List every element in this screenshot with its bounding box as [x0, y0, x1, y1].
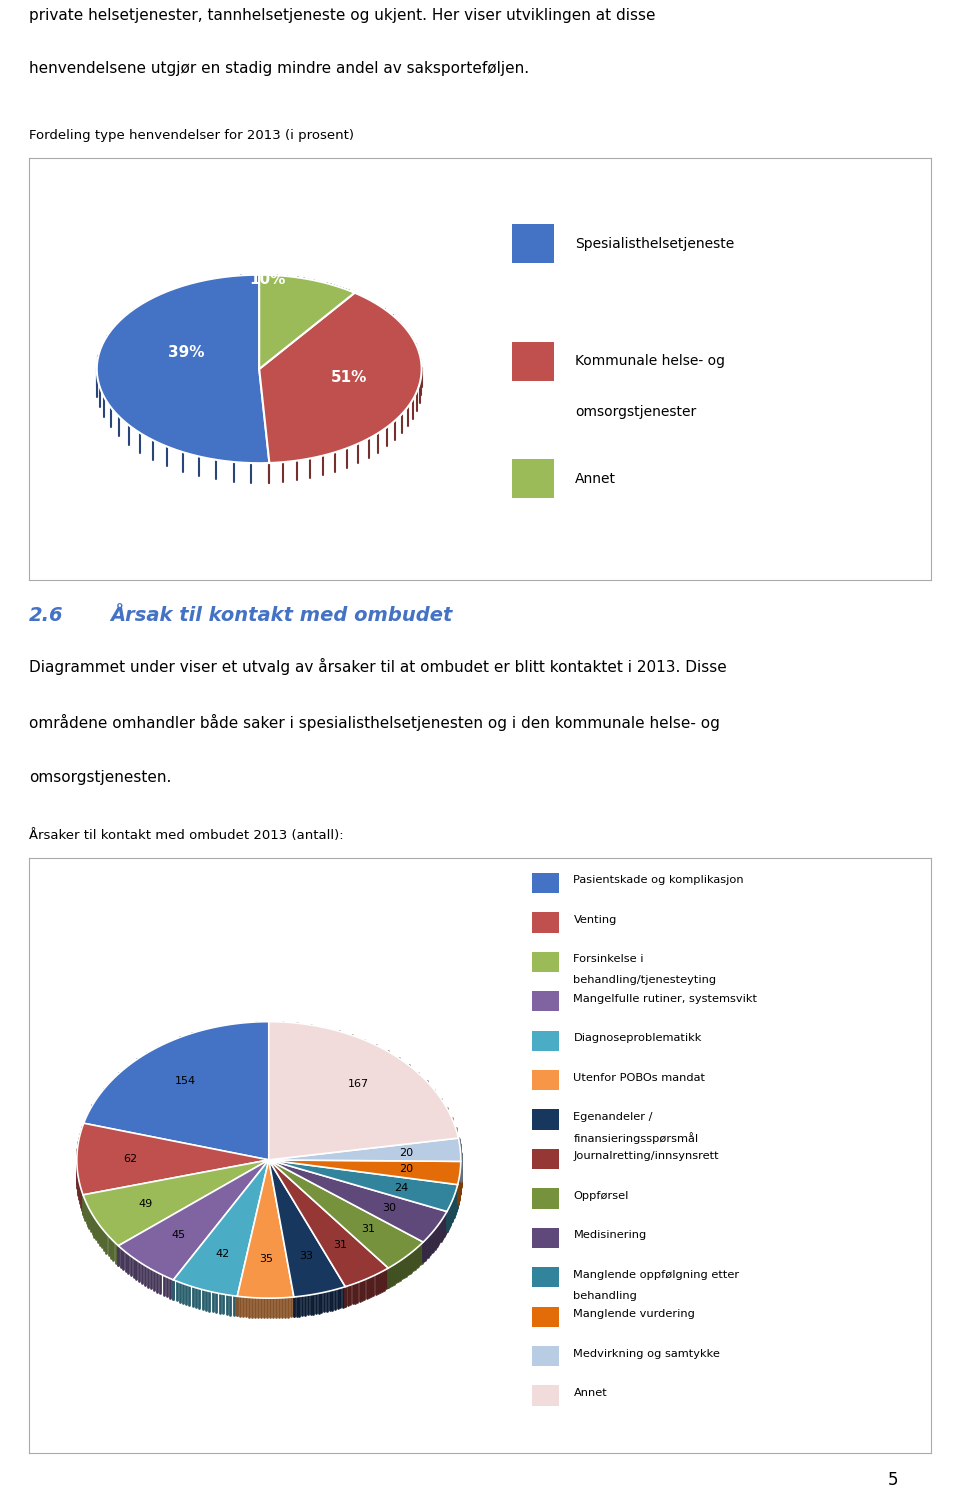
- Text: omsorgstjenester: omsorgstjenester: [575, 405, 697, 419]
- Text: Fordeling type henvendelser for 2013 (i prosent): Fordeling type henvendelser for 2013 (i …: [29, 130, 354, 142]
- Polygon shape: [269, 1160, 389, 1286]
- Text: Kommunale helse- og: Kommunale helse- og: [575, 354, 725, 367]
- Text: behandling/tjenesteyting: behandling/tjenesteyting: [573, 976, 716, 985]
- Polygon shape: [237, 1160, 294, 1298]
- Text: henvendelsene utgjør en stadig mindre andel av saksporteføljen.: henvendelsene utgjør en stadig mindre an…: [29, 62, 529, 77]
- FancyBboxPatch shape: [532, 1110, 559, 1130]
- Text: private helsetjenester, tannhelsetjeneste og ukjent. Her viser utviklingen at di: private helsetjenester, tannhelsetjenest…: [29, 8, 656, 23]
- Text: 167: 167: [348, 1080, 369, 1089]
- Polygon shape: [84, 1021, 269, 1160]
- Text: Egenandeler /: Egenandeler /: [573, 1111, 653, 1122]
- FancyBboxPatch shape: [532, 1030, 559, 1051]
- FancyBboxPatch shape: [532, 1071, 559, 1090]
- Text: Manglende oppfølgning etter: Manglende oppfølgning etter: [573, 1270, 739, 1280]
- Text: 51%: 51%: [330, 369, 367, 384]
- Text: 62: 62: [124, 1154, 137, 1164]
- Text: Oppførsel: Oppførsel: [573, 1191, 629, 1200]
- Text: Årsak til kontakt med ombudet: Årsak til kontakt med ombudet: [110, 605, 452, 625]
- Text: 20: 20: [399, 1164, 414, 1175]
- Text: 10%: 10%: [250, 273, 285, 288]
- Polygon shape: [174, 1160, 269, 1297]
- Text: 31: 31: [361, 1224, 375, 1233]
- Polygon shape: [269, 1160, 461, 1185]
- Text: Forsinkelse i: Forsinkelse i: [573, 955, 644, 964]
- Text: omsorgstjenesten.: omsorgstjenesten.: [29, 770, 171, 785]
- Polygon shape: [259, 292, 421, 462]
- Text: Annet: Annet: [575, 471, 616, 485]
- Polygon shape: [97, 274, 270, 464]
- Text: 39%: 39%: [168, 345, 204, 360]
- Text: 31: 31: [333, 1241, 347, 1250]
- FancyBboxPatch shape: [532, 1227, 559, 1248]
- Text: Årsaker til kontakt med ombudet 2013 (antall):: Årsaker til kontakt med ombudet 2013 (an…: [29, 830, 344, 842]
- Text: 35: 35: [259, 1254, 274, 1265]
- Text: 24: 24: [395, 1182, 409, 1193]
- Text: finansieringsspørsmål: finansieringsspørsmål: [573, 1133, 699, 1145]
- Text: Pasientskade og komplikasjon: Pasientskade og komplikasjon: [573, 875, 744, 886]
- Text: 30: 30: [382, 1203, 396, 1214]
- FancyBboxPatch shape: [512, 459, 554, 498]
- Text: Journalretting/innsynsrett: Journalretting/innsynsrett: [573, 1152, 719, 1161]
- Text: Medvirkning og samtykke: Medvirkning og samtykke: [573, 1348, 720, 1358]
- Text: Annet: Annet: [573, 1389, 607, 1398]
- FancyBboxPatch shape: [532, 873, 559, 893]
- FancyBboxPatch shape: [532, 1149, 559, 1169]
- Text: behandling: behandling: [573, 1291, 637, 1301]
- FancyBboxPatch shape: [532, 1188, 559, 1209]
- Text: 5: 5: [888, 1471, 898, 1488]
- Text: 20: 20: [399, 1148, 414, 1158]
- Text: 33: 33: [299, 1251, 313, 1261]
- FancyBboxPatch shape: [512, 224, 554, 264]
- Polygon shape: [269, 1160, 423, 1268]
- Text: Manglende vurdering: Manglende vurdering: [573, 1309, 695, 1319]
- Text: Mangelfulle rutiner, systemsvikt: Mangelfulle rutiner, systemsvikt: [573, 994, 757, 1003]
- Text: Diagrammet under viser et utvalg av årsaker til at ombudet er blitt kontaktet i : Diagrammet under viser et utvalg av årsa…: [29, 658, 727, 675]
- Text: 42: 42: [215, 1248, 229, 1259]
- Text: Spesialisthelsetjeneste: Spesialisthelsetjeneste: [575, 236, 734, 250]
- FancyBboxPatch shape: [532, 1267, 559, 1288]
- Polygon shape: [77, 1123, 269, 1194]
- Text: 2.6: 2.6: [29, 605, 63, 625]
- Text: Venting: Venting: [573, 914, 616, 925]
- Text: 49: 49: [138, 1199, 153, 1209]
- Polygon shape: [269, 1160, 346, 1297]
- FancyBboxPatch shape: [532, 1307, 559, 1327]
- Polygon shape: [269, 1139, 461, 1161]
- FancyBboxPatch shape: [532, 1386, 559, 1405]
- Polygon shape: [118, 1160, 269, 1280]
- Polygon shape: [269, 1160, 458, 1211]
- Polygon shape: [84, 1160, 269, 1245]
- Polygon shape: [269, 1021, 458, 1160]
- Polygon shape: [269, 1160, 447, 1242]
- FancyBboxPatch shape: [532, 952, 559, 971]
- FancyBboxPatch shape: [532, 913, 559, 932]
- Text: 154: 154: [175, 1075, 196, 1086]
- FancyBboxPatch shape: [512, 342, 554, 381]
- FancyBboxPatch shape: [532, 1346, 559, 1366]
- Text: 45: 45: [172, 1230, 185, 1241]
- FancyBboxPatch shape: [532, 991, 559, 1012]
- Text: Utenfor POBOs mandat: Utenfor POBOs mandat: [573, 1072, 706, 1083]
- Polygon shape: [259, 274, 354, 369]
- Text: Medisinering: Medisinering: [573, 1230, 647, 1241]
- Text: Diagnoseproblematikk: Diagnoseproblematikk: [573, 1033, 702, 1044]
- Text: områdene omhandler både saker i spesialisthelsetjenesten og i den kommunale hels: områdene omhandler både saker i spesiali…: [29, 714, 720, 732]
